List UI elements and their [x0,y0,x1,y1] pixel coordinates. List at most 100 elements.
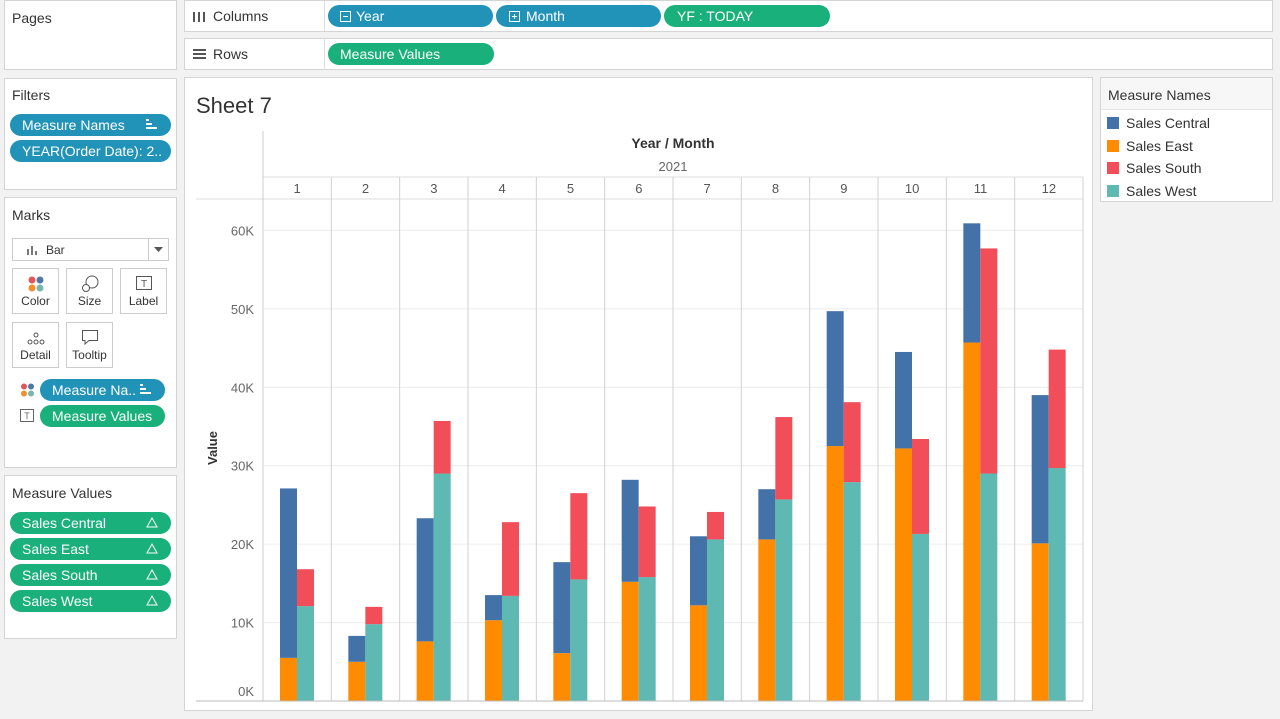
bar-segment [963,342,981,701]
pill[interactable]: Month [496,5,661,27]
bar-segment [963,223,981,343]
pill[interactable]: Sales Central [10,512,171,534]
shelf-icon [193,12,205,22]
icon [27,332,45,345]
pill[interactable]: Year [328,5,493,27]
pill[interactable]: Measure Na.. [40,379,165,401]
svg-text:T: T [141,279,147,290]
x-tick-label: 10 [905,181,919,196]
bar-segment [758,539,776,701]
bar-segment [980,248,998,474]
y-tick-label: 50K [231,302,254,317]
y-tick-label: 10K [231,616,254,631]
bar-segment [570,493,588,580]
shelf-label: Columns [213,8,269,24]
mark-type-dropdown[interactable]: Bar [12,238,169,261]
pill[interactable]: YEAR(Order Date): 2.. [10,140,171,162]
legend-title: Measure Names [1108,87,1211,103]
bar-segment [502,522,519,596]
bar-segment [365,624,383,701]
x-tick-label: 11 [974,181,988,196]
sort-icon [140,384,151,394]
sheet-title: Sheet 7 [196,93,272,118]
dropdown-arrow [154,247,163,252]
bar-segment [280,657,297,701]
detail-button[interactable]: Detail [12,322,59,368]
size-button[interactable]: Size [66,268,113,314]
bar-segment [553,562,571,654]
bar-icon [27,246,37,255]
color-button[interactable]: Color [12,268,59,314]
y-tick-label: 30K [231,459,254,474]
bar-segment [758,489,776,540]
legend-label: Sales Central [1126,115,1211,131]
bar-segment [280,488,297,658]
bar-segment [553,653,571,701]
pill-text: Measure Na.. [52,382,137,398]
x-tick-label: 9 [840,181,847,196]
mark-type: Bar [46,243,65,257]
bar-segment [1048,349,1066,469]
pill[interactable]: YF : TODAY [664,5,830,27]
pill-text: Month [526,8,565,24]
bar-segment [570,579,588,701]
bar-segment [433,473,451,701]
card-title: Pages [12,10,52,26]
sort-icon [146,119,157,129]
pill[interactable]: Sales West [10,590,171,612]
x-tick-label: 5 [567,181,574,196]
x-tick-label: 12 [1042,181,1056,196]
bar-segment [348,661,366,701]
pill[interactable]: Measure Values [40,405,165,427]
x-tick-label: 3 [430,181,437,196]
bar-segment [912,533,929,701]
bar-segment [621,479,639,582]
bar-segment [416,641,434,701]
y-tick-label: 20K [231,537,254,552]
icon: T [136,276,152,290]
bar-segment [690,605,707,701]
bar-segment [690,536,707,606]
legend-swatch [1107,162,1119,174]
expand-icon [509,11,520,22]
bar-segment [365,606,383,625]
columns-shelf[interactable]: Columns Year Month YF : TODAY [184,0,1273,32]
button-label: Size [77,294,102,308]
label-button[interactable]: T Label [120,268,167,314]
y-tick-label: 60K [231,223,254,238]
x-tick-label: 4 [499,181,506,196]
legend-swatch [1107,184,1119,197]
legend: Measure Names Sales Central Sales East Sal… [1100,77,1273,202]
bar-segment [1048,468,1066,701]
rows-shelf[interactable]: Rows Measure Values [184,38,1273,70]
pill-text: Sales West [22,593,93,609]
shelf-icon [193,49,206,59]
y-tick-label: 0K [238,684,254,699]
bar-segment [912,439,929,534]
bar-segment [1031,543,1049,701]
x-tick-label: 1 [294,181,301,196]
card-title: Filters [12,87,51,103]
pill[interactable]: Sales South [10,564,171,586]
bar-segment [416,518,434,642]
bar-segment [775,417,793,500]
legend-label: Sales East [1126,137,1193,154]
legend-label: Sales South [1126,160,1202,176]
bar-segment [502,595,519,701]
card-title: Measure Values [12,485,113,501]
bar-segment [297,606,314,701]
pill[interactable]: Sales East [10,538,171,560]
x-tick-label: 8 [772,181,779,196]
pill-text: Measure Values [52,408,153,424]
pill-text: Measure Names [22,117,125,133]
bar-segment [638,506,656,578]
pill-text: Year [356,8,385,24]
bar-segment [775,499,793,701]
y-tick-label: 40K [231,380,254,395]
bar-segment [895,351,912,449]
pill[interactable]: Measure Values [328,43,494,65]
bar-segment [485,620,502,701]
marks-card: Marks Bar Color Size T Label Detail Tool… [4,197,177,468]
tooltip-button[interactable]: Tooltip [66,322,113,368]
pill[interactable]: Measure Names [10,114,171,136]
